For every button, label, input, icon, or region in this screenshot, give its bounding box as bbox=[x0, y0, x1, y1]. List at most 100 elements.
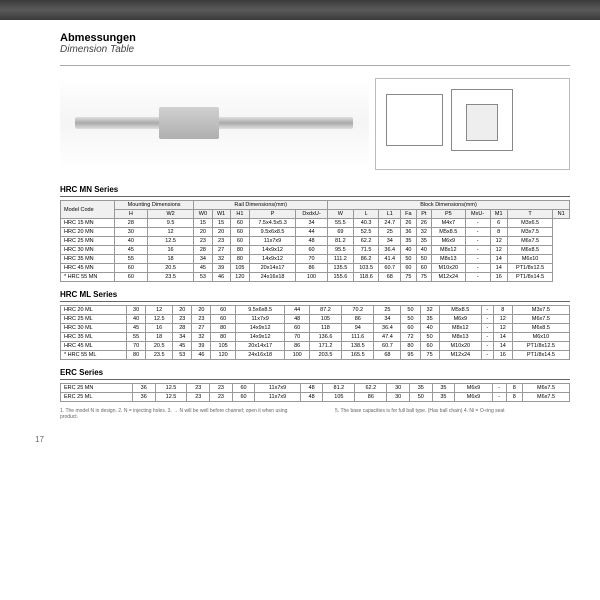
data-cell: 20x14x17 bbox=[235, 342, 285, 351]
data-cell: 60 bbox=[230, 219, 249, 228]
data-cell: 20 bbox=[173, 306, 192, 315]
data-cell: M6x9 bbox=[431, 237, 465, 246]
table-row: HRC 20 ML30122020609.5x6x8.54487.270.225… bbox=[61, 306, 570, 315]
data-cell: - bbox=[465, 246, 490, 255]
data-cell: 55 bbox=[114, 255, 147, 264]
series1-table: Model Code Mounting Dimensions Rail Dime… bbox=[60, 200, 570, 282]
data-cell: 80 bbox=[127, 351, 146, 360]
series1-tbody: HRC 15 MN289.51515607.5x4.5x5.33455.540.… bbox=[61, 219, 570, 282]
data-cell: M8x12 bbox=[431, 246, 465, 255]
data-cell: 12 bbox=[493, 315, 512, 324]
data-cell: 60 bbox=[232, 393, 255, 402]
data-cell: 50 bbox=[420, 333, 439, 342]
data-cell: 50 bbox=[401, 255, 417, 264]
data-cell: 20.5 bbox=[147, 264, 194, 273]
data-cell: - bbox=[481, 351, 493, 360]
data-cell: 20.5 bbox=[146, 342, 173, 351]
data-cell: - bbox=[481, 333, 493, 342]
data-cell: 35 bbox=[401, 237, 417, 246]
data-cell: 27 bbox=[212, 246, 230, 255]
data-cell: 50 bbox=[409, 393, 432, 402]
data-cell: 16 bbox=[147, 246, 194, 255]
series3-title: ERC Series bbox=[60, 368, 570, 380]
model-cell: HRC 20 MN bbox=[61, 228, 115, 237]
data-cell: 35 bbox=[416, 237, 431, 246]
th-model: Model Code bbox=[61, 201, 115, 219]
data-cell: 8 bbox=[506, 384, 522, 393]
data-cell: 25 bbox=[379, 228, 401, 237]
title-main: Abmessungen bbox=[60, 32, 570, 44]
series2-title: HRC ML Series bbox=[60, 290, 570, 302]
data-cell: 60 bbox=[114, 273, 147, 282]
data-cell: 80 bbox=[211, 324, 235, 333]
data-cell: 120 bbox=[230, 273, 249, 282]
series2-table: HRC 20 ML30122020609.5x6x8.54487.270.225… bbox=[60, 305, 570, 360]
col-header: T bbox=[507, 210, 552, 219]
data-cell: M10x20 bbox=[439, 342, 481, 351]
data-cell: 9.5x6x8.5 bbox=[250, 228, 296, 237]
data-cell: 20 bbox=[212, 228, 230, 237]
data-cell: 103.5 bbox=[353, 264, 379, 273]
data-cell: 155.6 bbox=[328, 273, 354, 282]
data-cell: 6 bbox=[490, 219, 507, 228]
col-header: P5 bbox=[431, 210, 465, 219]
data-cell: PT1/8x12.5 bbox=[507, 264, 552, 273]
data-cell: 47.4 bbox=[374, 333, 401, 342]
data-cell: 20 bbox=[194, 228, 212, 237]
data-cell: 87.2 bbox=[309, 306, 341, 315]
data-cell: 40 bbox=[127, 315, 146, 324]
data-cell: 35 bbox=[432, 393, 455, 402]
data-cell: 52.5 bbox=[353, 228, 379, 237]
col-header: P bbox=[250, 210, 296, 219]
data-cell: M3x7.5 bbox=[512, 306, 569, 315]
data-cell: 40 bbox=[420, 324, 439, 333]
data-cell: 40 bbox=[114, 237, 147, 246]
data-cell: 86 bbox=[342, 315, 374, 324]
data-cell: M6x8.5 bbox=[512, 324, 569, 333]
table-row: ERC 25 MN3612.523236011x7x94881.262.2303… bbox=[61, 384, 570, 393]
data-cell: 28 bbox=[173, 324, 192, 333]
data-cell: 75 bbox=[420, 351, 439, 360]
data-cell: 39 bbox=[212, 264, 230, 273]
data-cell: 23.5 bbox=[147, 273, 194, 282]
data-cell: 34 bbox=[173, 333, 192, 342]
data-cell: 24x16x18 bbox=[250, 273, 296, 282]
table-row: HRC 25 MN4012.523236011x7x94881.262.2343… bbox=[61, 237, 570, 246]
data-cell: M12x24 bbox=[439, 351, 481, 360]
data-cell: M5x8.5 bbox=[439, 306, 481, 315]
data-cell: 44 bbox=[285, 306, 309, 315]
data-cell: - bbox=[481, 306, 493, 315]
data-cell: 26 bbox=[416, 219, 431, 228]
series1-title: HRC MN Series bbox=[60, 185, 570, 197]
data-cell: 71.5 bbox=[353, 246, 379, 255]
data-cell: 53 bbox=[194, 273, 212, 282]
data-cell: 118.6 bbox=[353, 273, 379, 282]
series3-table: ERC 25 MN3612.523236011x7x94881.262.2303… bbox=[60, 383, 570, 402]
data-cell: 69 bbox=[328, 228, 354, 237]
data-cell: 105 bbox=[309, 315, 341, 324]
data-cell: 12 bbox=[147, 228, 194, 237]
data-cell: M6x9 bbox=[439, 315, 481, 324]
notes-left: 1. The model N in design. 2. N = injecti… bbox=[60, 408, 295, 420]
model-cell: HRC 35 ML bbox=[61, 333, 127, 342]
data-cell: 12.5 bbox=[155, 393, 187, 402]
data-cell: 45 bbox=[114, 246, 147, 255]
th-mount: Mounting Dimensions bbox=[114, 201, 193, 210]
data-cell: - bbox=[465, 219, 490, 228]
data-cell: 60 bbox=[401, 324, 420, 333]
data-cell: 30 bbox=[114, 228, 147, 237]
data-cell: M6x9 bbox=[455, 393, 493, 402]
data-cell: 14x9x12 bbox=[235, 324, 285, 333]
model-cell: ERC 25 MN bbox=[61, 384, 133, 393]
data-cell: 165.5 bbox=[342, 351, 374, 360]
data-cell: 23 bbox=[210, 384, 233, 393]
data-cell: - bbox=[492, 384, 506, 393]
title-rule bbox=[60, 65, 570, 66]
data-cell: 70 bbox=[285, 333, 309, 342]
data-cell: 40 bbox=[416, 246, 431, 255]
data-cell: 94 bbox=[342, 324, 374, 333]
data-cell: M6x10 bbox=[512, 333, 569, 342]
data-cell: M6x10 bbox=[507, 255, 552, 264]
data-cell: 12 bbox=[146, 306, 173, 315]
data-cell: 23 bbox=[210, 393, 233, 402]
